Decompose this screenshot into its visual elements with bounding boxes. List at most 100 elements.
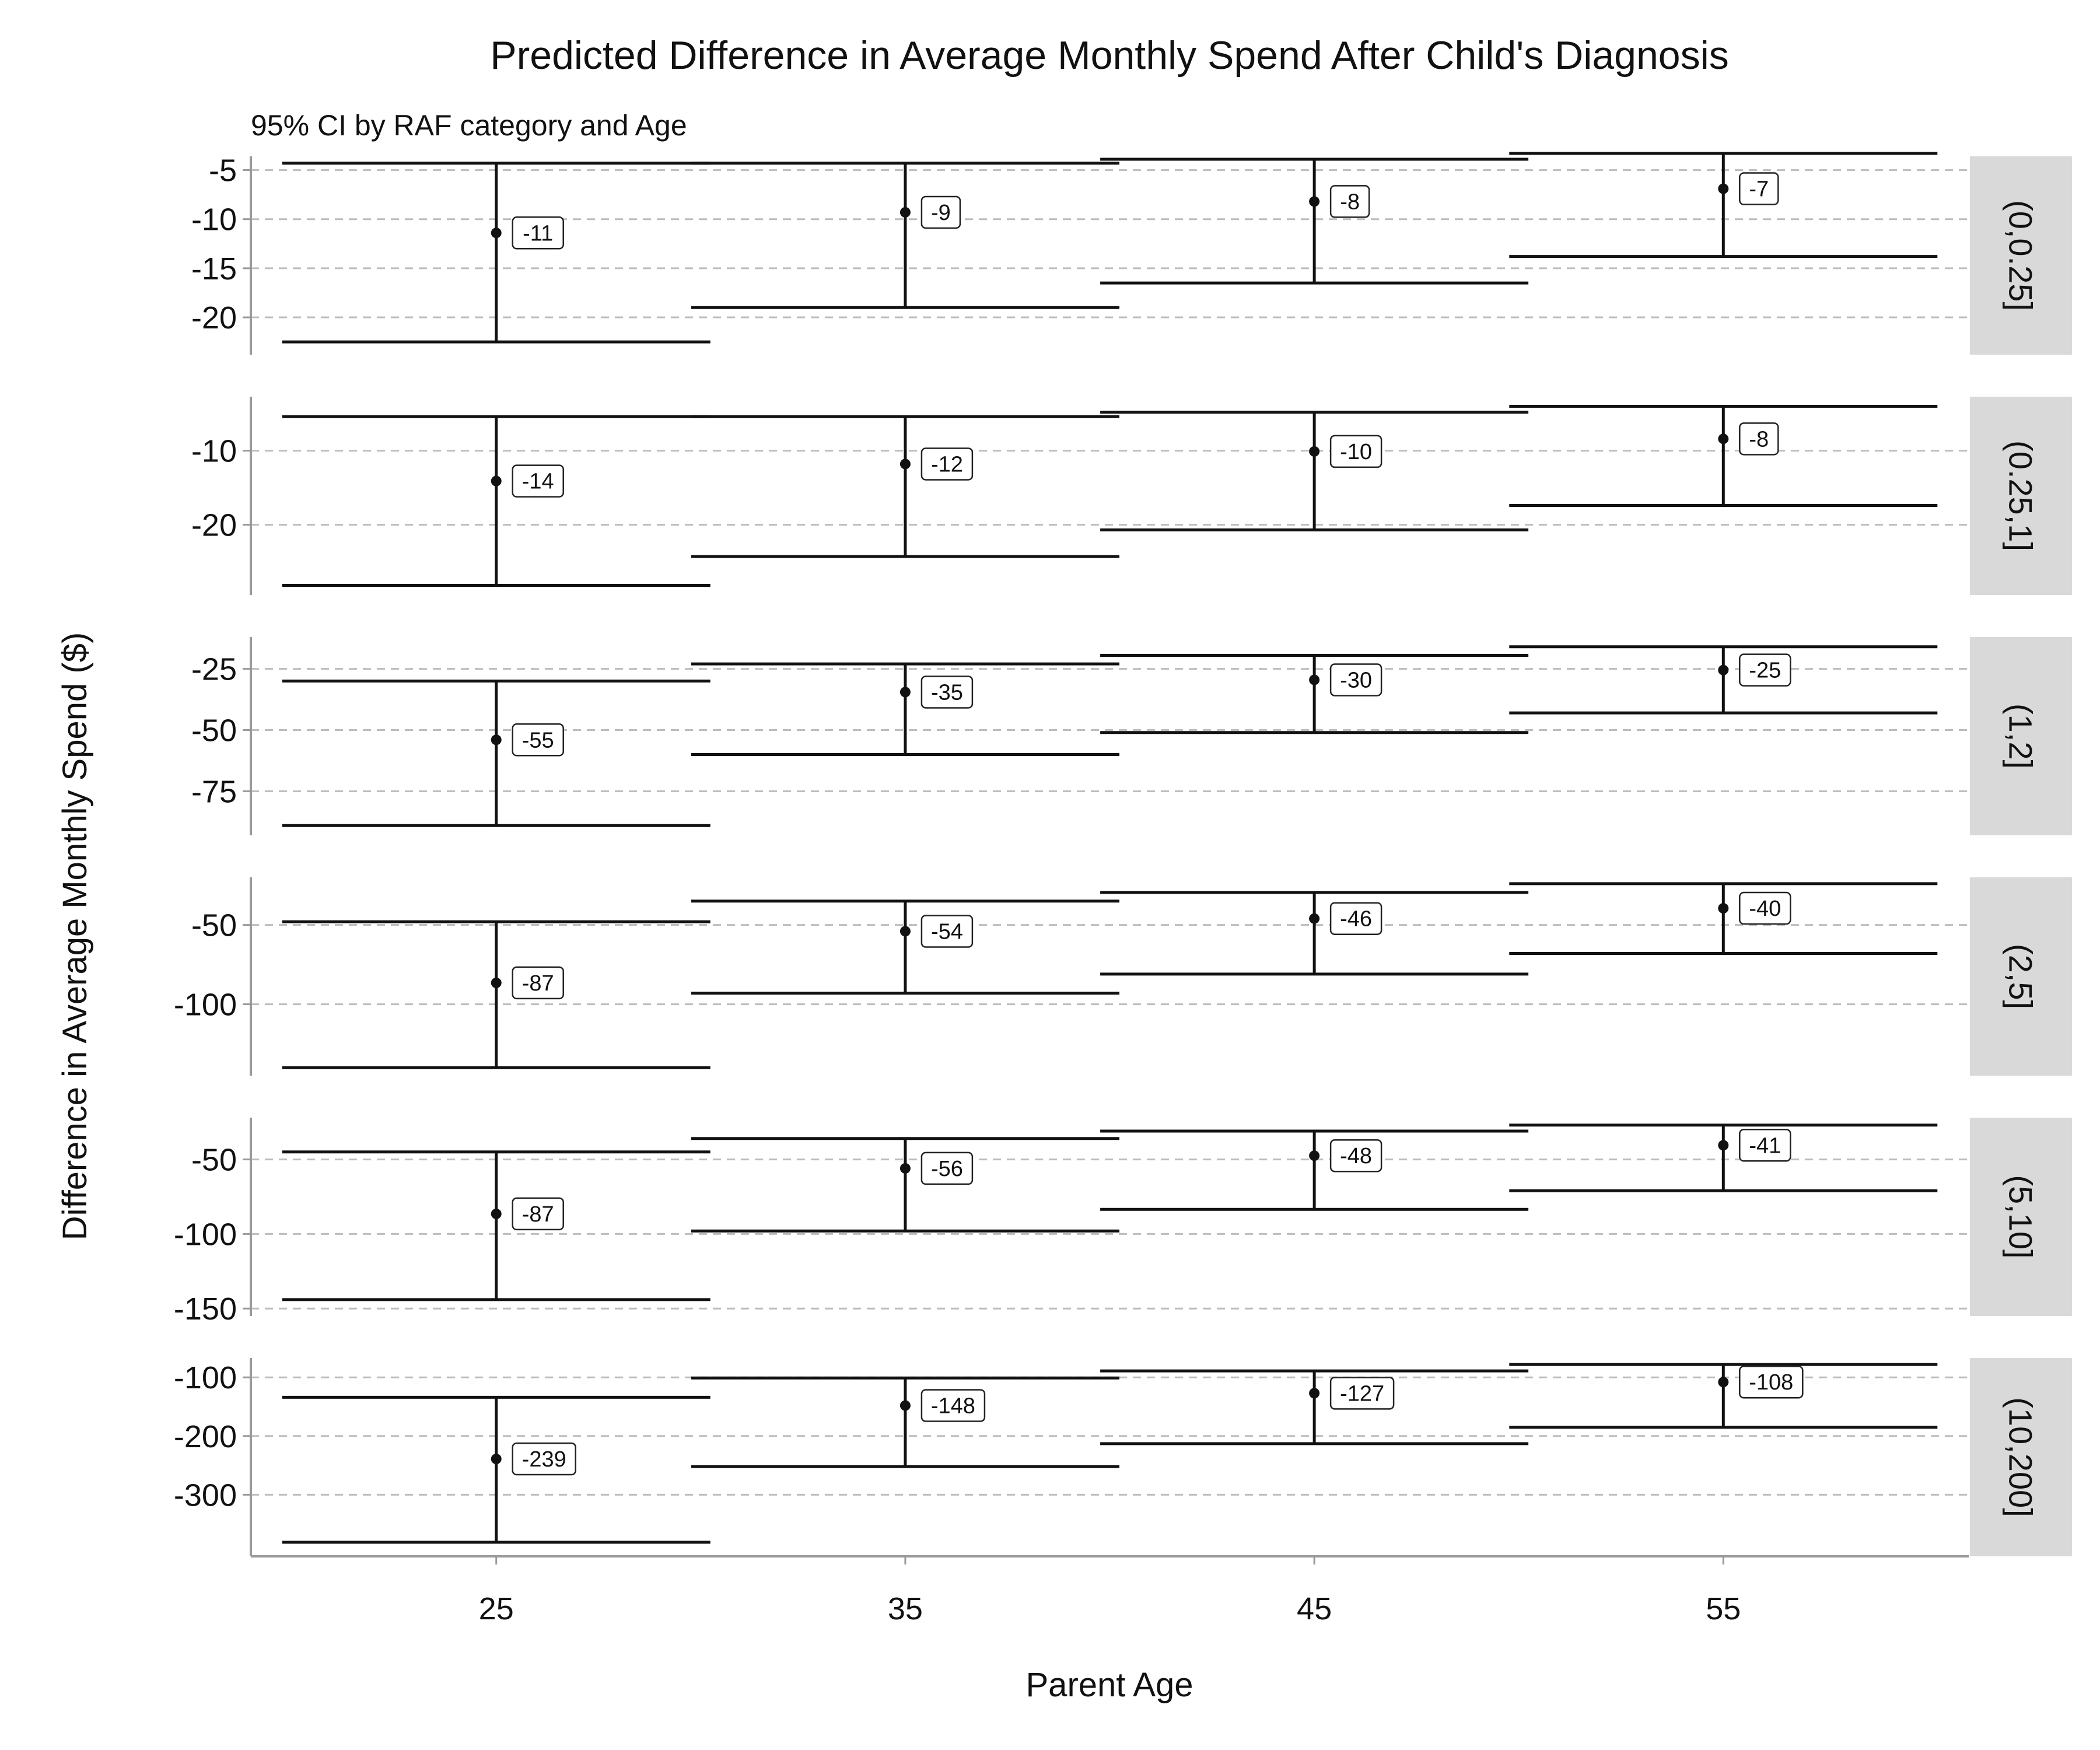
facet-strip bbox=[1970, 1118, 2072, 1316]
data-label: -10 bbox=[1340, 440, 1372, 464]
y-tick-label: -20 bbox=[191, 300, 237, 335]
data-label-box bbox=[1739, 891, 1791, 925]
data-label-box bbox=[512, 1197, 564, 1231]
data-label: -8 bbox=[1340, 190, 1360, 214]
data-label: -87 bbox=[522, 971, 554, 996]
data-label: -48 bbox=[1340, 1144, 1372, 1168]
chart-title: Predicted Difference in Average Monthly … bbox=[490, 33, 1728, 78]
data-label-box bbox=[1329, 435, 1382, 468]
panel-5: -50 -100 -150 (5,10] -87 -56 -48 -41 bbox=[174, 1118, 2072, 1326]
data-label-box bbox=[1739, 172, 1779, 205]
y-tick-label: -50 bbox=[191, 713, 237, 748]
y-tick-label: -100 bbox=[174, 1360, 237, 1395]
estimate-point bbox=[491, 734, 502, 746]
y-tick-label: -10 bbox=[191, 202, 237, 237]
estimate-point bbox=[900, 687, 911, 698]
data-label-box bbox=[1739, 1129, 1791, 1162]
estimate-point bbox=[900, 206, 911, 218]
y-tick-label: -5 bbox=[209, 153, 237, 188]
estimate-point bbox=[491, 977, 502, 988]
x-tick-label: 25 bbox=[479, 1591, 514, 1626]
data-label-box bbox=[921, 447, 974, 481]
estimate-point bbox=[900, 1400, 911, 1411]
data-label-box bbox=[921, 195, 961, 229]
data-label: -25 bbox=[1749, 659, 1781, 683]
estimate-point bbox=[1718, 1377, 1729, 1388]
data-label-box bbox=[921, 915, 974, 948]
data-label: -12 bbox=[931, 452, 963, 477]
data-label: -127 bbox=[1340, 1381, 1384, 1406]
panel-4: -50 -100 (2,5] -87 -54 -46 -40 bbox=[174, 877, 2072, 1076]
y-axis-title: Difference in Average Monthly Spend ($) bbox=[56, 632, 94, 1240]
estimate-point bbox=[1309, 674, 1320, 685]
data-label-box bbox=[1739, 1365, 1804, 1399]
estimate-point bbox=[900, 1163, 911, 1174]
facet-strip bbox=[1970, 1358, 2072, 1556]
data-label-box bbox=[512, 1442, 576, 1476]
estimate-point bbox=[491, 1454, 502, 1465]
estimate-point bbox=[491, 475, 502, 487]
data-label: -30 bbox=[1340, 668, 1372, 692]
data-label: -35 bbox=[931, 680, 963, 705]
facet-strip-label: (0.25,1] bbox=[2003, 440, 2039, 551]
estimate-point bbox=[1309, 913, 1320, 924]
data-label: -239 bbox=[522, 1447, 566, 1472]
panels-layer: -5 -10 -15 -20 (0,0.25] -11 -9 -8 -7 -10 -20 (0.25,… bbox=[174, 152, 2072, 1556]
estimate-point bbox=[1718, 433, 1729, 444]
panel-6: -100 -200 -300 (10,200] -239 -148 -127 -108 bbox=[174, 1358, 2072, 1556]
data-label-box bbox=[512, 723, 564, 757]
estimate-point bbox=[900, 926, 911, 937]
panel-1: -5 -10 -15 -20 (0,0.25] -11 -9 -8 -7 bbox=[191, 152, 2072, 355]
data-label: -40 bbox=[1749, 897, 1781, 921]
data-label: -7 bbox=[1749, 177, 1769, 202]
x-tick-label: 55 bbox=[1706, 1591, 1741, 1626]
y-tick-label: -10 bbox=[191, 434, 237, 469]
data-label-box bbox=[921, 676, 974, 709]
data-label: -9 bbox=[931, 201, 951, 225]
data-label: -41 bbox=[1749, 1133, 1781, 1158]
x-tick-label: 35 bbox=[888, 1591, 923, 1626]
estimate-point bbox=[1718, 664, 1729, 676]
data-label-box bbox=[1329, 1377, 1395, 1410]
y-tick-label: -50 bbox=[191, 1143, 237, 1178]
estimate-point bbox=[1309, 196, 1320, 207]
estimate-point bbox=[1718, 903, 1729, 914]
data-label-box bbox=[512, 966, 564, 1000]
chart-subtitle: 95% CI by RAF category and Age bbox=[251, 109, 687, 142]
data-label: -148 bbox=[931, 1394, 975, 1418]
data-label: -8 bbox=[1749, 427, 1769, 452]
y-tick-label: -15 bbox=[191, 251, 237, 286]
x-axis: 25 35 45 55 bbox=[251, 1555, 1969, 1626]
data-label-box bbox=[1329, 185, 1370, 218]
facet-strip-label: (5,10] bbox=[2003, 1175, 2039, 1258]
estimate-point bbox=[1718, 183, 1729, 194]
facet-strip bbox=[1970, 397, 2072, 595]
y-tick-label: -200 bbox=[174, 1419, 237, 1454]
estimate-point bbox=[1309, 1150, 1320, 1161]
y-tick-label: -300 bbox=[174, 1478, 237, 1513]
data-label: -14 bbox=[522, 470, 554, 494]
y-tick-label: -150 bbox=[174, 1292, 237, 1326]
panel-3: -25 -50 -75 (1,2] -55 -35 -30 -25 bbox=[191, 637, 2072, 835]
data-label: -46 bbox=[1340, 907, 1372, 932]
facet-strip-label: (1,2] bbox=[2003, 704, 2039, 769]
facet-strip bbox=[1970, 156, 2072, 355]
y-tick-label: -100 bbox=[174, 1217, 237, 1252]
data-label-box bbox=[1329, 663, 1382, 696]
facet-strip-label: (2,5] bbox=[2003, 944, 2039, 1009]
y-tick-label: -25 bbox=[191, 652, 237, 687]
data-label-box bbox=[1329, 1139, 1382, 1172]
estimate-point bbox=[1309, 446, 1320, 457]
y-tick-label: -100 bbox=[174, 988, 237, 1023]
y-tick-label: -20 bbox=[191, 508, 237, 542]
data-label: -11 bbox=[523, 221, 553, 246]
data-label: -55 bbox=[522, 728, 554, 752]
data-label-box bbox=[921, 1152, 974, 1185]
data-label-box bbox=[1739, 422, 1779, 456]
panel-2: -10 -20 (0.25,1] -14 -12 -10 -8 bbox=[191, 397, 2072, 595]
estimate-point bbox=[491, 228, 502, 239]
data-label: -56 bbox=[931, 1157, 963, 1181]
data-label-box bbox=[512, 464, 564, 498]
facet-strip bbox=[1970, 637, 2072, 835]
